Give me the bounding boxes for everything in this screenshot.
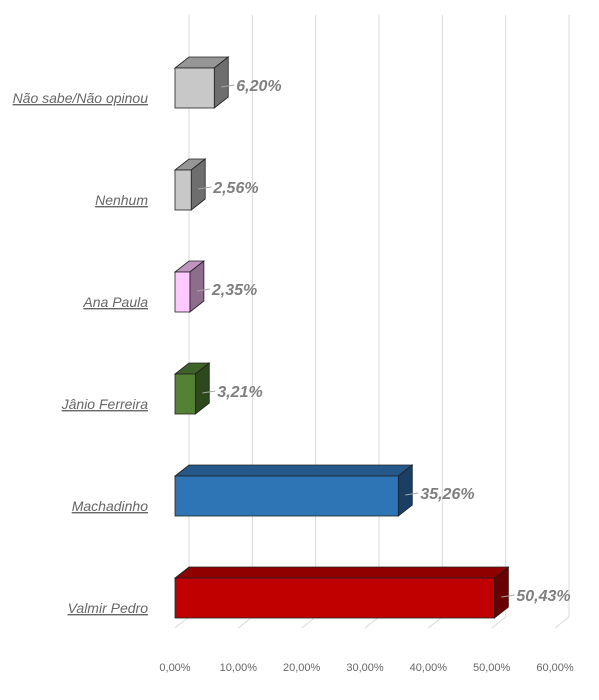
gridline-floor — [238, 616, 253, 629]
x-axis-tick-labels: 0,00% 10,00% 20,00% 30,00% 40,00% 50,00% 60,00… — [159, 662, 573, 674]
category-label: Nenhum — [95, 192, 148, 208]
x-tick-label: 40,00% — [410, 662, 448, 674]
bar-front-face — [174, 67, 215, 109]
bar — [173, 464, 414, 517]
bar — [173, 260, 206, 313]
gridlines — [174, 15, 570, 629]
value-leader-line — [501, 594, 515, 598]
bar-top-face — [173, 566, 510, 579]
x-tick-label: 20,00% — [283, 662, 321, 674]
gridline-floor — [364, 616, 380, 629]
value-leader-line — [405, 492, 419, 496]
gridline-floor — [428, 616, 443, 629]
bar — [173, 158, 207, 211]
x-tick-label: 60,00% — [536, 662, 574, 674]
value-labels: 6,20% 2,56% 2,35% 3,21% 35,26% 50,43% — [196, 78, 571, 605]
value-leader-line — [202, 390, 216, 394]
category-label: Valmir Pedro — [68, 600, 149, 616]
bar-front-face — [174, 577, 495, 619]
gridline-floor — [174, 616, 190, 629]
value-leader-line — [198, 186, 212, 190]
value-leader-line — [221, 84, 235, 88]
category-label: Jânio Ferreira — [61, 396, 149, 412]
bar — [173, 56, 230, 109]
x-tick-label: 0,00% — [159, 662, 190, 674]
value-label: 50,43% — [516, 588, 570, 605]
bars — [173, 56, 510, 619]
bar-front-face — [174, 475, 399, 517]
bar — [173, 362, 211, 415]
bar-top-face — [173, 464, 414, 477]
x-tick-label: 50,00% — [473, 662, 511, 674]
x-tick-label: 30,00% — [346, 662, 384, 674]
value-label: 6,20% — [236, 78, 281, 95]
bar — [173, 566, 510, 619]
bar-front-face — [174, 169, 192, 211]
category-label: Ana Paula — [82, 294, 148, 310]
category-label: Machadinho — [72, 498, 148, 514]
gridline-floor — [554, 616, 570, 629]
value-label: 2,35% — [211, 282, 257, 299]
gridline-floor — [491, 616, 506, 629]
value-label: 35,26% — [420, 486, 474, 503]
bar-front-face — [174, 271, 191, 313]
bar-front-face — [174, 373, 196, 415]
value-label: 2,56% — [212, 180, 258, 197]
value-leader-line — [196, 288, 210, 292]
category-labels: Não sabe/Não opinou Nenhum Ana Paula Jânio … — [13, 90, 149, 616]
value-label: 3,21% — [217, 384, 262, 401]
category-label: Não sabe/Não opinou — [13, 90, 149, 106]
x-tick-label: 10,00% — [220, 662, 258, 674]
gridline-floor — [301, 616, 316, 629]
